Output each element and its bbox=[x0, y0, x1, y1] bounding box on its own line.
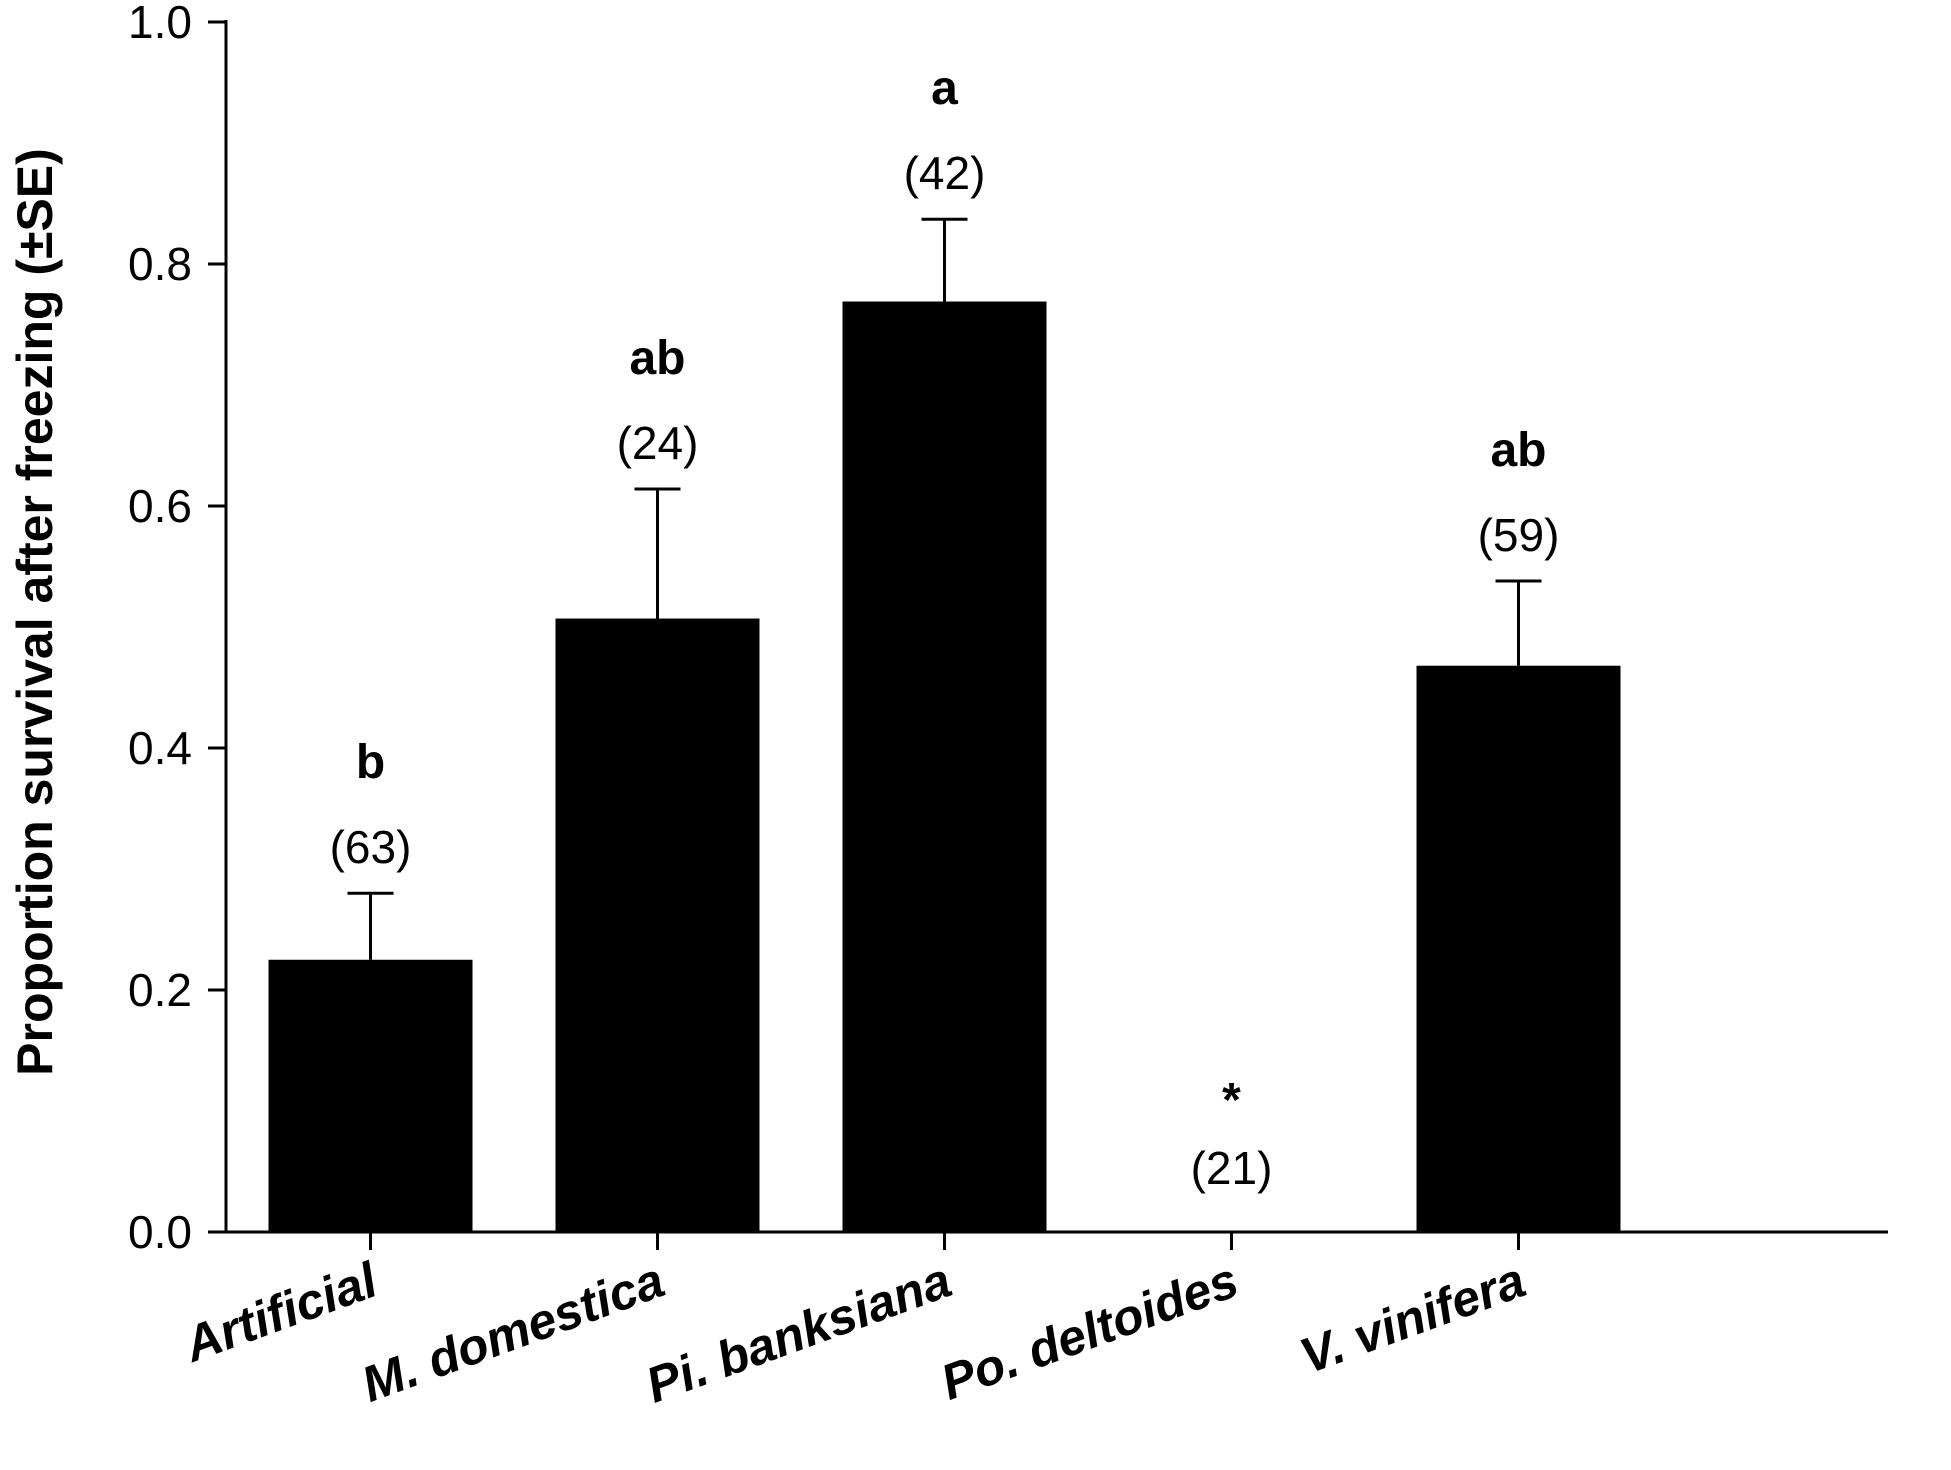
y-tick-label: 0.8 bbox=[128, 238, 192, 290]
x-tick-label: Pi. banksiana bbox=[639, 1252, 958, 1414]
sample-size-label: (59) bbox=[1478, 509, 1560, 561]
x-tick-label: V. vinifera bbox=[1293, 1252, 1532, 1385]
x-tick-label: Artificial bbox=[175, 1251, 385, 1373]
bars-group bbox=[268, 217, 1621, 1232]
bar bbox=[268, 959, 473, 1232]
significance-group-label: ab bbox=[629, 332, 685, 385]
y-tick-label: 0.0 bbox=[128, 1206, 192, 1258]
sample-size-label: (42) bbox=[904, 147, 986, 199]
bar bbox=[842, 301, 1047, 1232]
y-tick-label: 0.4 bbox=[128, 722, 192, 774]
significance-group-label: * bbox=[1222, 1074, 1241, 1127]
y-tick-label: 0.6 bbox=[128, 480, 192, 532]
y-tick-label: 1.0 bbox=[128, 0, 192, 48]
sample-size-label: (21) bbox=[1191, 1142, 1273, 1194]
y-axis: 0.0 0.2 0.4 0.6 0.8 1.0 bbox=[128, 0, 228, 1258]
bar bbox=[1416, 665, 1621, 1232]
annotations-group: (63) b (24) ab (42) a (21) * (59) ab bbox=[330, 62, 1560, 1194]
x-tick-label: M. domestica bbox=[354, 1252, 671, 1413]
sample-size-label: (63) bbox=[330, 821, 412, 873]
bar bbox=[555, 618, 760, 1232]
significance-group-label: b bbox=[356, 736, 385, 789]
x-tick-label: Po. deltoides bbox=[934, 1252, 1246, 1411]
sample-size-label: (24) bbox=[617, 417, 699, 469]
significance-group-label: ab bbox=[1490, 424, 1546, 477]
y-tick-label: 0.2 bbox=[128, 964, 192, 1016]
significance-group-label: a bbox=[931, 62, 958, 115]
y-axis-title: Proportion survival after freezing (±SE) bbox=[7, 148, 63, 1076]
